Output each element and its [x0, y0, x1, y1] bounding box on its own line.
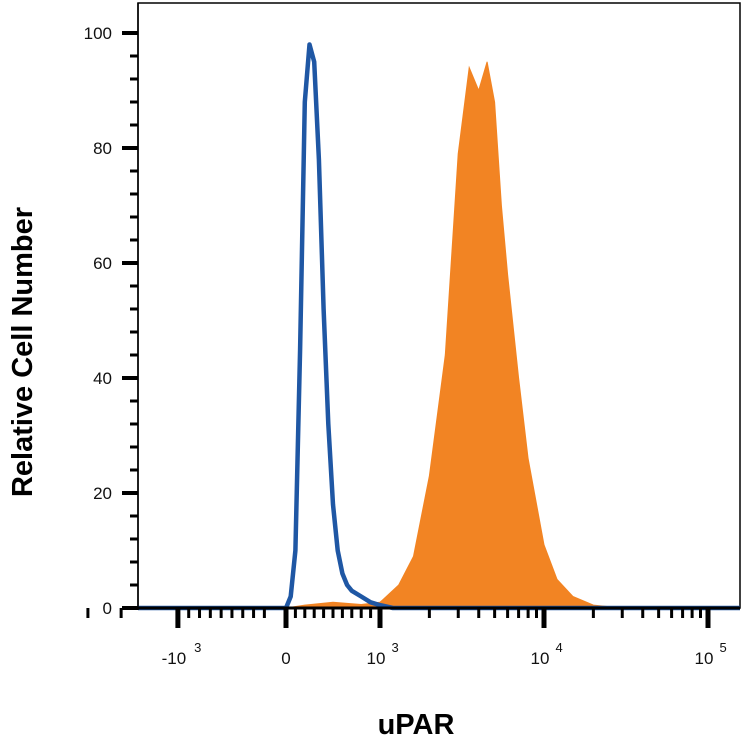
x-tick-label: 10: [531, 649, 550, 668]
x-tick-label: 10: [695, 649, 714, 668]
series-layer: [138, 42, 740, 611]
y-tick-label: 40: [93, 369, 112, 388]
x-tick-exponent: 5: [720, 640, 727, 655]
x-tick-label: -10: [162, 649, 187, 668]
y-tick-label: 60: [93, 254, 112, 273]
axis-layer: [122, 3, 740, 610]
x-tick-exponent: 4: [556, 640, 563, 655]
x-tick-label: 10: [367, 649, 386, 668]
x-ticks: -10 3 0 10 3 10 4 10 5: [86, 608, 727, 668]
x-tick-label: 0: [281, 649, 290, 668]
y-axis-title: Relative Cell Number: [7, 207, 39, 497]
series-filled-histogram: [138, 61, 740, 609]
y-tick-label: 80: [93, 139, 112, 158]
x-axis-title: uPAR: [378, 709, 455, 741]
y-ticks: 0 20 40 60 80 100: [84, 24, 138, 618]
y-tick-label: 0: [103, 599, 112, 618]
y-tick-label: 100: [84, 24, 112, 43]
x-tick-exponent: 3: [392, 640, 399, 655]
y-tick-label: 20: [93, 484, 112, 503]
x-tick-exponent: 3: [194, 640, 201, 655]
